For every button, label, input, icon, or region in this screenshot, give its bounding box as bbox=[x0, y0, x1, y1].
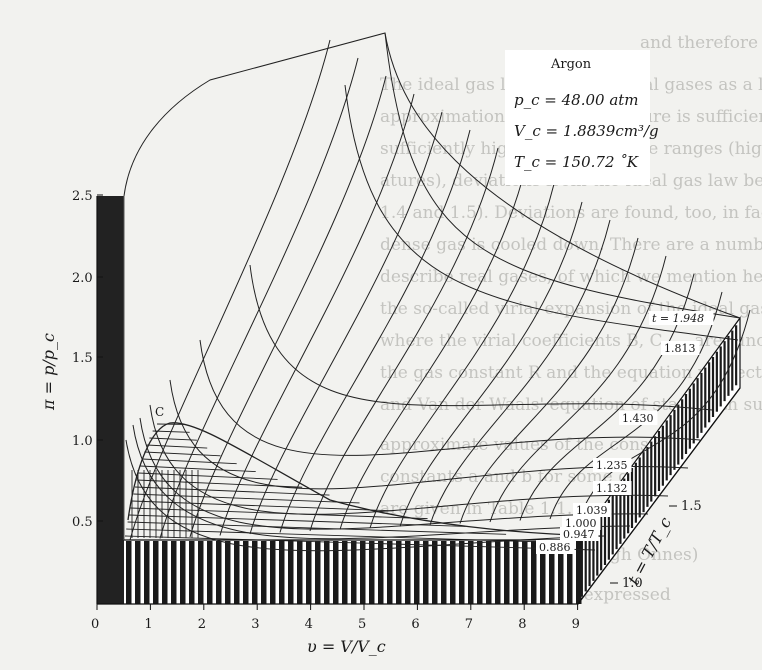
front-wall-bar bbox=[459, 541, 465, 604]
x-tick-label: 9 bbox=[572, 617, 580, 632]
front-wall-bar bbox=[243, 541, 249, 604]
front-wall-bar bbox=[486, 541, 492, 604]
x-tick-label: 3 bbox=[251, 617, 259, 632]
isotherm-label: 1.430 bbox=[622, 412, 654, 425]
critical-point-label: C bbox=[155, 405, 164, 419]
front-wall-bar bbox=[477, 541, 483, 604]
front-wall-bar bbox=[576, 541, 582, 604]
front-wall-bar bbox=[270, 541, 276, 604]
x-tick-label: 8 bbox=[518, 617, 526, 632]
y-tick-label: 1.5 bbox=[72, 351, 93, 366]
front-wall-bar bbox=[405, 541, 411, 604]
dome-hatch-line bbox=[147, 445, 208, 448]
x-axis-label: υ = V/V_c bbox=[307, 637, 386, 656]
front-wall-bar bbox=[513, 541, 519, 604]
critical-volume: V_c = 1.8839cm³/g bbox=[514, 122, 659, 140]
front-wall-bar bbox=[126, 541, 132, 604]
isotherm-label: 0.947 bbox=[563, 528, 595, 541]
front-wall-bar bbox=[207, 541, 213, 604]
front-wall-bar bbox=[414, 541, 420, 604]
front-wall-bar bbox=[378, 541, 384, 604]
front-wall-bar bbox=[234, 541, 240, 604]
x-tick-label: 2 bbox=[198, 617, 206, 632]
critical-pressure: p_c = 48.00 atm bbox=[514, 91, 639, 109]
front-wall-bar bbox=[198, 541, 204, 604]
front-wall-bar bbox=[261, 541, 267, 604]
x-axis-ticks: 0 1 2 3 4 5 6 7 8 9 bbox=[91, 604, 580, 632]
x-tick-label: 6 bbox=[411, 617, 419, 632]
isotherm-label: 0.886 bbox=[539, 541, 571, 554]
front-wall-bar bbox=[468, 541, 474, 604]
y-axis-label: π = p/p_c bbox=[39, 333, 58, 411]
x-tick-label: 1 bbox=[144, 617, 152, 632]
front-wall-bar bbox=[522, 541, 528, 604]
front-wall-bar bbox=[144, 541, 150, 604]
isotherm-label: t = 1.948 bbox=[652, 312, 704, 325]
substance-title: Argon bbox=[550, 57, 592, 72]
dome-hatch-line bbox=[138, 473, 277, 479]
front-wall-bar bbox=[180, 541, 186, 604]
front-wall-bar bbox=[225, 541, 231, 604]
front-wall-bar bbox=[360, 541, 366, 604]
front-wall-bar bbox=[531, 541, 537, 604]
background-text-line: and therefore bbox=[640, 33, 758, 53]
isovolume-line bbox=[160, 58, 358, 539]
front-wall-bar bbox=[279, 541, 285, 604]
left-wall bbox=[97, 196, 124, 604]
dome-hatch-line bbox=[144, 452, 220, 456]
y-tick-label: 1.0 bbox=[72, 434, 93, 449]
constants-legend: Argon p_c = 48.00 atm V_c = 1.8839cm³/g … bbox=[505, 50, 659, 185]
front-wall-bar bbox=[135, 541, 141, 604]
background-text-line: where the virial coefficients B, C, ... … bbox=[380, 331, 762, 351]
isotherm-label: 1.039 bbox=[576, 504, 608, 517]
front-wall-bar bbox=[216, 541, 222, 604]
front-wall-hatching bbox=[126, 541, 582, 604]
front-wall-bar bbox=[441, 541, 447, 604]
x-tick-label: 5 bbox=[358, 617, 366, 632]
isovolume-line bbox=[130, 40, 330, 540]
y-tick-label: 2.0 bbox=[72, 271, 93, 286]
front-wall-bar bbox=[387, 541, 393, 604]
x-tick-label: 4 bbox=[305, 617, 313, 632]
x-tick-label: 7 bbox=[465, 617, 473, 632]
front-wall-bar bbox=[162, 541, 168, 604]
front-wall-bar bbox=[450, 541, 456, 604]
x-tick-label: 0 bbox=[91, 617, 99, 632]
isotherm-label: 1.235 bbox=[596, 459, 628, 472]
isotherm-label: 1.813 bbox=[664, 342, 696, 355]
front-wall-bar bbox=[252, 541, 258, 604]
front-wall-bar bbox=[423, 541, 429, 604]
front-wall-bar bbox=[396, 541, 402, 604]
front-wall-bar bbox=[171, 541, 177, 604]
y-tick-label: 2.5 bbox=[72, 189, 93, 204]
front-wall-bar bbox=[369, 541, 375, 604]
critical-temperature: T_c = 150.72 ˚K bbox=[514, 153, 639, 171]
front-wall-bar bbox=[495, 541, 501, 604]
front-wall-bar bbox=[189, 541, 195, 604]
y-tick-label: 0.5 bbox=[72, 515, 93, 530]
isotherm-label: 1.132 bbox=[596, 482, 628, 495]
front-wall-bar bbox=[432, 541, 438, 604]
front-wall-bar bbox=[504, 541, 510, 604]
z-tick-label: 1.5 bbox=[681, 499, 702, 514]
front-wall-bar bbox=[153, 541, 159, 604]
